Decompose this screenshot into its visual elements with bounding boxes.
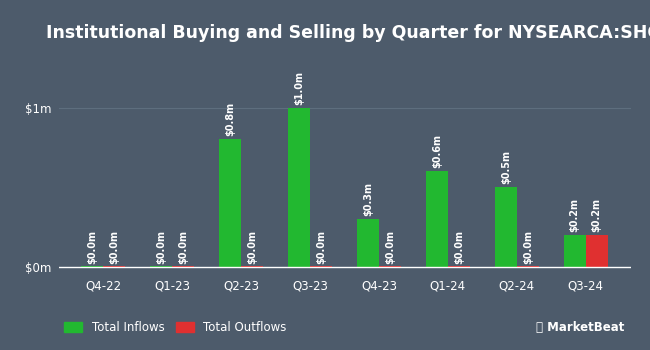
Text: $0.2m: $0.2m [592,198,602,232]
Legend: Total Inflows, Total Outflows: Total Inflows, Total Outflows [64,321,287,334]
Bar [586,235,608,267]
Text: $0.0m: $0.0m [316,230,326,264]
Text: $0.2m: $0.2m [569,198,580,232]
Text: $0.0m: $0.0m [87,230,98,264]
Bar [357,219,379,267]
Bar [426,171,448,267]
Text: $0.0m: $0.0m [178,230,188,264]
Text: $0.6m: $0.6m [432,134,442,168]
Text: $0.0m: $0.0m [247,230,257,264]
Text: $0.0m: $0.0m [523,230,533,264]
Text: Institutional Buying and Selling by Quarter for NYSEARCA:SHOC: Institutional Buying and Selling by Quar… [46,25,650,42]
Text: $0.3m: $0.3m [363,182,373,216]
Text: $0.0m: $0.0m [156,230,166,264]
Text: $0.8m: $0.8m [225,102,235,136]
Text: ⼋ MarketBeat: ⼋ MarketBeat [536,321,624,334]
Bar [564,235,586,267]
Bar [219,139,241,267]
Text: $0.5m: $0.5m [500,150,511,184]
Text: $0.0m: $0.0m [109,230,120,264]
Bar [495,187,517,267]
Bar [288,107,310,267]
Text: $1.0m: $1.0m [294,71,304,105]
Text: $0.0m: $0.0m [454,230,464,264]
Text: $0.0m: $0.0m [385,230,395,264]
